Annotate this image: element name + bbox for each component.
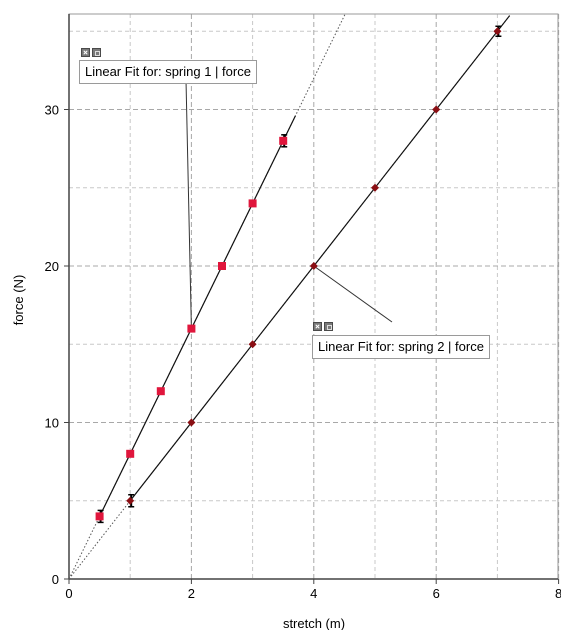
x-tick-label: 0 — [65, 586, 72, 601]
x-tick-label: 2 — [188, 586, 195, 601]
data-point-spring-1 — [187, 324, 196, 333]
fit-annotation-spring-1[interactable]: Linear Fit for: spring 1 | force — [79, 60, 257, 84]
data-point-spring-1 — [248, 199, 257, 208]
close-icon[interactable] — [81, 48, 90, 57]
x-tick-label: 6 — [433, 586, 440, 601]
data-point-spring-1 — [218, 262, 226, 270]
data-point-spring-2 — [371, 183, 379, 192]
annotation-leaders — [185, 79, 393, 329]
y-tick-label: 20 — [45, 259, 59, 274]
fit-annotation-spring-2[interactable]: Linear Fit for: spring 2 | force — [312, 335, 490, 359]
options-icon[interactable] — [324, 322, 333, 331]
y-tick-label: 10 — [45, 416, 59, 431]
data-point-spring-2 — [126, 496, 135, 505]
annotation-leader-1 — [185, 79, 192, 329]
data-points — [95, 25, 502, 524]
fit-line-1 — [99, 115, 296, 517]
data-point-spring-2 — [187, 418, 196, 427]
fit-line-2 — [129, 15, 511, 502]
data-point-spring-2 — [248, 340, 257, 349]
y-tick-label: 0 — [52, 572, 59, 587]
options-icon[interactable] — [92, 48, 101, 57]
data-point-spring-1 — [156, 387, 165, 396]
fit-box-2-controls — [313, 322, 333, 332]
data-point-spring-1 — [126, 449, 135, 458]
y-tick-label: 30 — [45, 103, 59, 118]
data-point-spring-2 — [493, 27, 502, 36]
data-point-spring-2 — [309, 262, 318, 270]
fit-box-1-controls — [81, 48, 101, 58]
y-axis-title: force (N) — [11, 275, 26, 326]
tick-labels: 0 2 4 6 8 0 10 20 30 — [45, 103, 561, 602]
x-tick-label: 8 — [555, 586, 561, 601]
annotation-leader-2 — [313, 265, 393, 323]
data-point-spring-1 — [95, 512, 104, 521]
data-point-spring-1 — [279, 136, 288, 145]
close-icon[interactable] — [313, 322, 322, 331]
x-axis-title: stretch (m) — [283, 616, 345, 630]
x-tick-label: 4 — [310, 586, 317, 601]
axes — [64, 13, 560, 584]
data-point-spring-2 — [432, 105, 441, 114]
